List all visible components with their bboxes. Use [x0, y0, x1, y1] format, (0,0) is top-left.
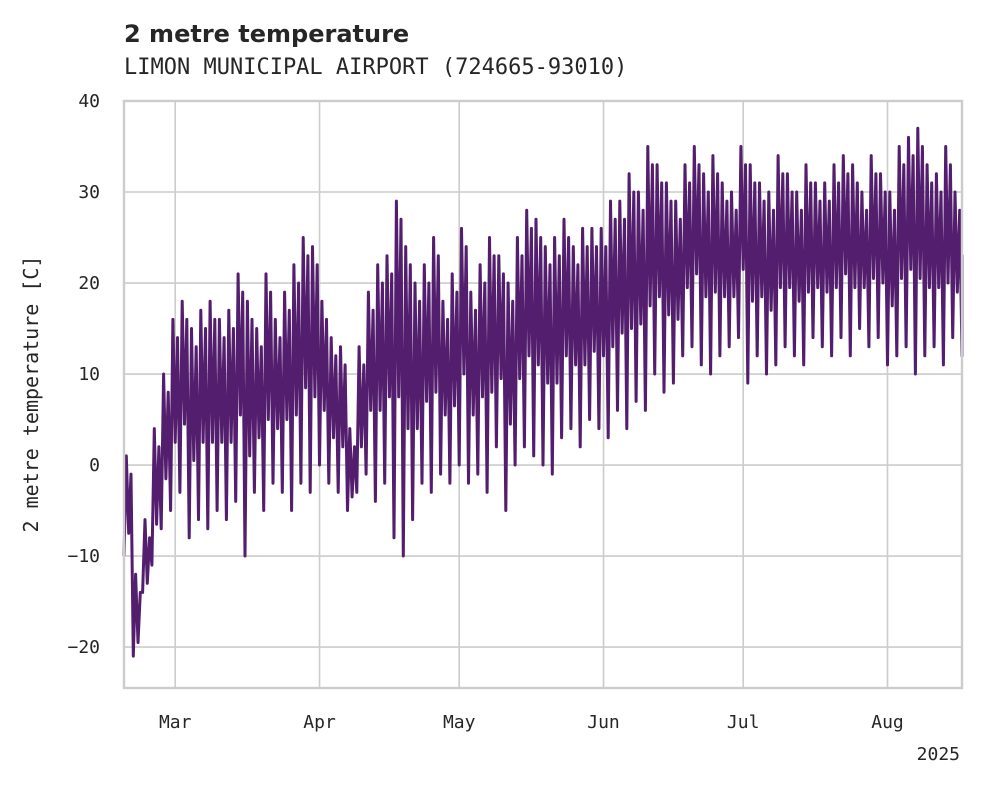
x-tick-label: Jun — [587, 712, 620, 733]
y-tick-label: 10 — [78, 364, 100, 385]
x-tick-label: Mar — [159, 712, 192, 733]
series-layer — [122, 126, 964, 658]
y-axis-label: 2 metre temperature [C] — [19, 256, 43, 533]
y-tick-label: 40 — [78, 91, 100, 112]
y-tick-label: −10 — [67, 546, 100, 567]
x-tick-label: May — [443, 712, 476, 733]
y-tick-label: −20 — [67, 637, 100, 658]
x-axis-ticks: Mar Apr May Jun Jul Aug — [159, 712, 904, 733]
chart-subtitle: LIMON MUNICIPAL AIRPORT (724665-93010) — [124, 55, 627, 80]
y-tick-label: 30 — [78, 182, 100, 203]
x-tick-label: Jul — [727, 712, 760, 733]
y-tick-label: 0 — [89, 455, 100, 476]
temperature-line — [122, 126, 964, 658]
plot-frame — [122, 99, 964, 690]
x-tick-label: Apr — [303, 712, 336, 733]
chart-title: 2 metre temperature — [124, 20, 409, 48]
y-tick-label: 20 — [78, 273, 100, 294]
x-year-label: 2025 — [917, 744, 960, 765]
y-axis-ticks: −20 −10 0 10 20 30 40 — [67, 91, 100, 658]
x-tick-label: Aug — [871, 712, 904, 733]
